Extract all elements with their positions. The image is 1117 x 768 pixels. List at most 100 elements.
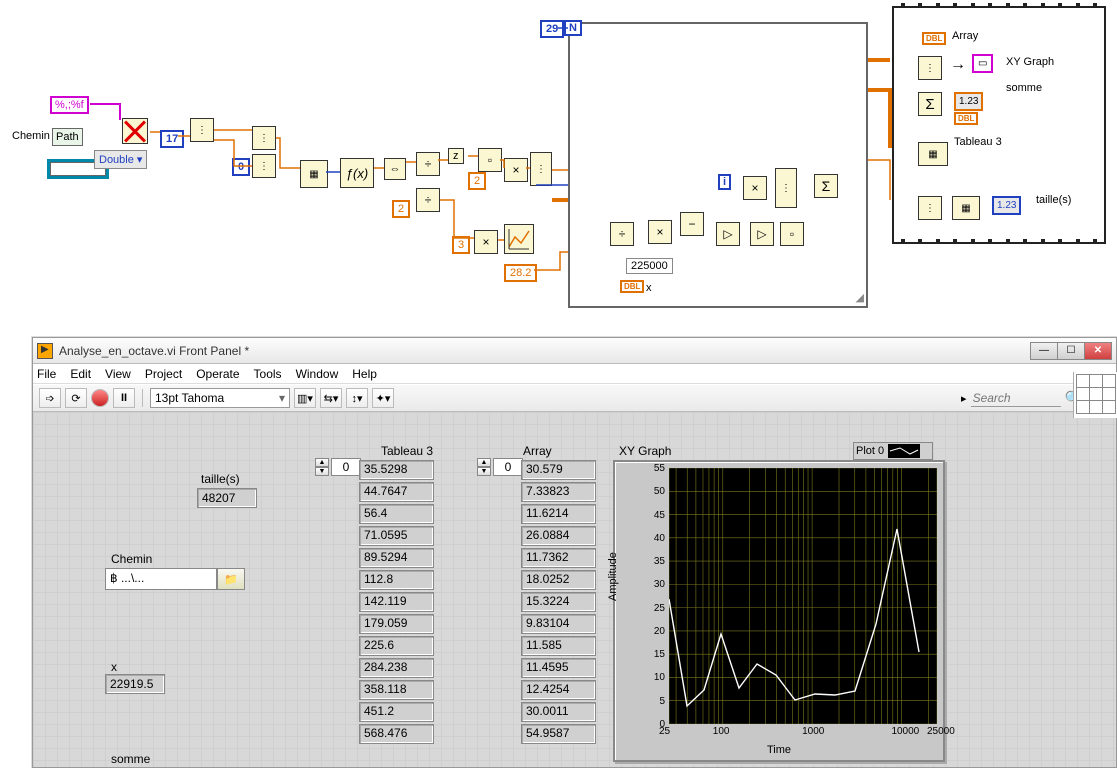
abort-button[interactable]: [91, 389, 109, 407]
menu-project[interactable]: Project: [145, 367, 182, 381]
array-cell[interactable]: 15.3224: [521, 592, 596, 612]
loop-mult1: ×: [648, 220, 672, 244]
font-select-label: 13pt Tahoma: [155, 391, 224, 405]
panel-icon-grid[interactable]: [1073, 372, 1117, 418]
xygraph-yticks: 0510152025303540455055: [643, 466, 667, 724]
legend-label: Plot 0: [856, 445, 884, 457]
tableau3-cell[interactable]: 451.2: [359, 702, 434, 722]
search-input[interactable]: [971, 389, 1061, 407]
menu-help[interactable]: Help: [352, 367, 377, 381]
array-idx[interactable]: 0: [493, 458, 523, 476]
path-text: Path: [56, 131, 79, 143]
tableau3-cell[interactable]: 35.5298: [359, 460, 434, 480]
array-cell[interactable]: 30.579: [521, 460, 596, 480]
somme-label: somme: [111, 752, 150, 766]
dbl-tag-x: DBL: [620, 280, 644, 293]
eq-fn: ⇔: [384, 158, 406, 180]
font-select[interactable]: 13pt Tahoma: [150, 388, 290, 408]
tableau3-cells: 35.5298 44.7647 56.4 71.0595 89.5294 112…: [359, 458, 434, 744]
minimize-button[interactable]: —: [1030, 342, 1058, 360]
tableau3-idx-spinner[interactable]: ▲▼: [315, 458, 329, 476]
loop-add2: ▷: [750, 222, 774, 246]
label-x: x: [646, 282, 652, 294]
menu-file[interactable]: File: [37, 367, 56, 381]
array-array: ▲▼ 0: [477, 458, 523, 476]
array-cell[interactable]: 11.6214: [521, 504, 596, 524]
taille-indicator[interactable]: 48207: [197, 488, 257, 508]
const-2b: 2: [468, 172, 486, 190]
close-button[interactable]: ✕: [1084, 342, 1112, 360]
search-arrow-icon: ▸: [961, 392, 967, 405]
xygraph-plot: [669, 468, 937, 724]
resize-button[interactable]: ↕▾: [346, 388, 368, 408]
array-cell[interactable]: 7.33823: [521, 482, 596, 502]
taille-label: taille(s): [201, 472, 240, 486]
tableau3-cell[interactable]: 225.6: [359, 636, 434, 656]
chemin-browse-button[interactable]: 📁: [217, 568, 245, 590]
for-i: i: [718, 174, 731, 190]
path-terminal: Path: [52, 128, 83, 146]
array-idx-spinner[interactable]: ▲▼: [477, 458, 491, 476]
array-cell[interactable]: 18.0252: [521, 570, 596, 590]
double-ring-label: Double: [99, 154, 134, 166]
seq-xygraph-label: XY Graph: [1006, 56, 1054, 68]
array-cell[interactable]: 30.0011: [521, 702, 596, 722]
array-cell[interactable]: 9.83104: [521, 614, 596, 634]
x-indicator[interactable]: 22919.5: [105, 674, 165, 694]
seq-build3: ⋮: [918, 196, 942, 220]
tableau3-cell[interactable]: 358.118: [359, 680, 434, 700]
tableau3-idx[interactable]: 0: [331, 458, 361, 476]
build-fn2: ⋮: [530, 152, 552, 186]
double-ring[interactable]: Double ▾: [94, 150, 147, 169]
loop-div: ÷: [610, 222, 634, 246]
tableau3-cell[interactable]: 112.8: [359, 570, 434, 590]
tableau3-array: ▲▼ 0: [315, 458, 361, 476]
run-cont-button[interactable]: ⟳: [65, 388, 87, 408]
const-2a: 2: [392, 200, 410, 218]
menu-window[interactable]: Window: [296, 367, 339, 381]
align-button[interactable]: ▥▾: [294, 388, 316, 408]
chemin-path-input[interactable]: ฿ ...\...: [105, 568, 217, 590]
menu-tools[interactable]: Tools: [254, 367, 282, 381]
mult-loop: ×: [743, 176, 767, 200]
array-cell[interactable]: 26.0884: [521, 526, 596, 546]
maximize-button[interactable]: ☐: [1057, 342, 1085, 360]
tableau3-cell[interactable]: 56.4: [359, 504, 434, 524]
tableau3-cell[interactable]: 568.476: [359, 724, 434, 744]
z-var: z: [448, 148, 464, 164]
array-label: Array: [523, 444, 552, 458]
label-chemin: Chemin: [12, 130, 50, 142]
loop-fn: ▫: [780, 222, 804, 246]
menu-edit[interactable]: Edit: [70, 367, 91, 381]
tableau3-cell[interactable]: 44.7647: [359, 482, 434, 502]
run-button[interactable]: ➩: [39, 388, 61, 408]
chemin-path: ฿ ...\... 📁: [105, 568, 245, 590]
const-17: 17: [160, 130, 184, 148]
tableau3-cell[interactable]: 71.0595: [359, 526, 434, 546]
distribute-button[interactable]: ⇆▾: [320, 388, 342, 408]
array-cell[interactable]: 54.9587: [521, 724, 596, 744]
window-controls: — ☐ ✕: [1031, 342, 1112, 360]
pause-button[interactable]: II: [113, 388, 135, 408]
array-cell[interactable]: 11.7362: [521, 548, 596, 568]
menu-view[interactable]: View: [105, 367, 131, 381]
flat-sequence: DBL Array ⋮ → ▭ XY Graph Σ 1.23 somme DB…: [892, 6, 1106, 244]
array-cell[interactable]: 12.4254: [521, 680, 596, 700]
const-3: 3: [452, 236, 470, 254]
xygraph-legend[interactable]: Plot 0: [853, 442, 933, 460]
chart-icon: [504, 224, 534, 254]
menu-operate[interactable]: Operate: [196, 367, 239, 381]
window-title: Analyse_en_octave.vi Front Panel *: [59, 344, 1031, 358]
const-0: 0: [232, 158, 250, 176]
tableau3-cell[interactable]: 89.5294: [359, 548, 434, 568]
array-cell[interactable]: 11.4595: [521, 658, 596, 678]
dbl-tag-array: DBL: [922, 32, 946, 45]
tableau3-cell[interactable]: 284.238: [359, 658, 434, 678]
reorder-button[interactable]: ✦▾: [372, 388, 394, 408]
tableau3-cell[interactable]: 142.119: [359, 592, 434, 612]
tableau3-cell[interactable]: 179.059: [359, 614, 434, 634]
xygraph[interactable]: Amplitude 0510152025303540455055 2510010…: [613, 460, 945, 762]
menu-bar: File Edit View Project Operate Tools Win…: [33, 364, 1116, 384]
mult-fn2: ×: [474, 230, 498, 254]
array-cell[interactable]: 11.585: [521, 636, 596, 656]
